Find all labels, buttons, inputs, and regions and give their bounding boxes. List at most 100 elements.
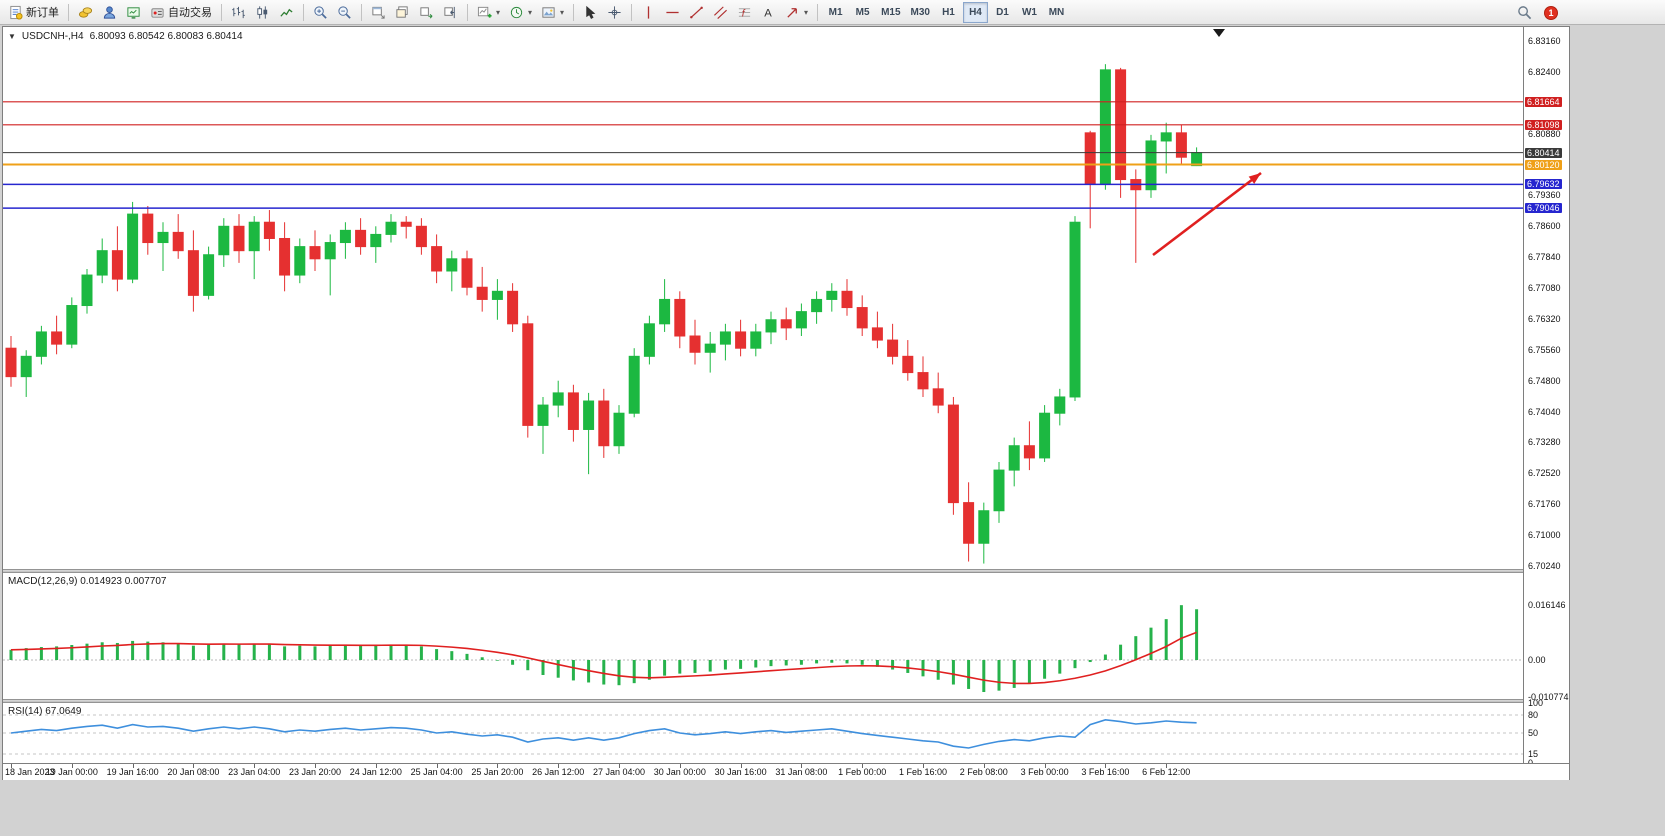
templates-button[interactable]: ▾	[537, 2, 568, 23]
new-order-button[interactable]: 新订单	[4, 2, 63, 23]
timeframe-button-h4[interactable]: H4	[962, 1, 988, 23]
horizontal-lines	[3, 101, 1523, 209]
timeframe-button-d1[interactable]: D1	[990, 2, 1015, 23]
indicators-icon	[477, 6, 492, 18]
axis-label: 6.73280	[1528, 437, 1561, 448]
macd-pane-canvas[interactable]	[3, 573, 1523, 699]
time-tick	[375, 764, 377, 768]
axis-label: 6.79360	[1528, 190, 1561, 201]
auto-scroll-button[interactable]	[415, 2, 438, 23]
arrows-button[interactable]: ▾	[781, 2, 812, 23]
timeframe-button-h1[interactable]: H1	[936, 2, 961, 23]
axis-label: 6.75560	[1528, 344, 1561, 355]
new-chart-icon	[372, 6, 385, 19]
time-label: 26 Jan 12:00	[532, 767, 585, 777]
new-order-label: 新订单	[26, 7, 59, 19]
price-line-tag: 6.80414	[1525, 147, 1562, 158]
zoom-out-icon	[338, 5, 351, 19]
timeframe-button-m1[interactable]: M1	[823, 2, 848, 23]
main-toolbar: 新订单 自动交易 ▾	[0, 0, 1665, 25]
time-tick	[679, 764, 681, 768]
axis-label: 6.77080	[1528, 283, 1561, 294]
axis-label: 100	[1528, 698, 1544, 708]
timeframe-button-m5[interactable]: M5	[850, 2, 875, 23]
price-line-tag: 6.81098	[1525, 119, 1562, 130]
new-chart-button[interactable]	[367, 2, 390, 23]
equidistant-channel-button[interactable]	[709, 2, 732, 23]
periods-button[interactable]: ▾	[505, 2, 536, 23]
price-line-tag: 6.79632	[1525, 179, 1562, 190]
time-tick	[862, 764, 864, 768]
crosshair-button[interactable]	[603, 2, 626, 23]
rsi-indicator-label: RSI(14) 67.0649	[8, 706, 82, 717]
time-label: 25 Jan 04:00	[410, 767, 463, 777]
time-tick	[1166, 764, 1168, 768]
axis-label: 6.78600	[1528, 221, 1561, 232]
notifications-badge[interactable]: 1	[1544, 5, 1558, 20]
dropdown-caret: ▾	[496, 7, 501, 17]
horizontal-line-button[interactable]	[661, 2, 684, 23]
vertical-line-icon	[647, 5, 650, 19]
axis-label: 15	[1528, 749, 1539, 759]
timeframe-button-m15[interactable]: M15	[877, 2, 904, 23]
axis-label: 6.77840	[1528, 252, 1561, 263]
candlestick-chart-button[interactable]	[251, 2, 274, 23]
time-label: 2 Feb 08:00	[959, 767, 1008, 777]
trendline-button[interactable]	[685, 2, 708, 23]
axis-label: 50	[1528, 728, 1539, 738]
navigator-button[interactable]	[98, 2, 121, 23]
chart-shift-button[interactable]	[439, 2, 462, 23]
text-button[interactable]: A	[757, 2, 780, 23]
toolbar-right-tools: 1	[1513, 0, 1558, 25]
vertical-line-button[interactable]	[637, 2, 660, 23]
time-label: 25 Jan 20:00	[471, 767, 524, 777]
time-tick	[1105, 764, 1107, 768]
time-label: 3 Feb 00:00	[1020, 767, 1069, 777]
time-axis[interactable]: 18 Jan 2023 19 Jan 00:00 19 Jan 16:00 20 Ja…	[3, 763, 1569, 780]
search-button[interactable]	[1513, 2, 1536, 23]
profiles-button[interactable]	[391, 2, 414, 23]
crosshair-icon	[608, 5, 621, 19]
bar-chart-icon	[232, 6, 245, 18]
pane-separator[interactable]	[3, 569, 1569, 573]
main-chart-canvas[interactable]	[3, 27, 1523, 569]
axis-label: 6.83160	[1528, 36, 1561, 46]
pane-separator[interactable]	[3, 699, 1569, 703]
axis-label: 6.71000	[1528, 530, 1561, 541]
auto-scroll-icon	[420, 6, 433, 18]
market-watch-button[interactable]	[74, 2, 97, 23]
indicators-button[interactable]: ▾	[473, 2, 504, 23]
timeframe-button-mn[interactable]: MN	[1044, 2, 1069, 23]
auto-trading-button[interactable]: 自动交易	[146, 2, 216, 23]
line-chart-button[interactable]	[275, 2, 298, 23]
chart-menu-arrow-icon[interactable]: ▼	[8, 32, 16, 41]
fibonacci-button[interactable]: f	[733, 2, 756, 23]
time-tick	[1044, 764, 1046, 768]
bar-chart-button[interactable]	[227, 2, 250, 23]
axis-label: 6.70240	[1528, 561, 1561, 571]
timeframe-button-m30[interactable]: M30	[907, 2, 934, 23]
time-label: 20 Jan 08:00	[167, 767, 220, 777]
symbol-period-label: USDCNH-,H4	[21, 31, 84, 42]
time-tick	[71, 764, 73, 768]
rsi-pane-canvas[interactable]	[3, 703, 1523, 763]
gold-coins-icon	[78, 6, 93, 18]
price-axis[interactable]: 6.83160 6.82400 6.80880 6.79360 6.78600 6.778…	[1523, 27, 1569, 768]
time-label: 19 Jan 00:00	[45, 767, 98, 777]
terminal-button[interactable]	[122, 2, 145, 23]
zoom-out-button[interactable]	[333, 2, 356, 23]
axis-label: 6.80880	[1528, 128, 1561, 139]
toolbar-separator	[631, 3, 633, 21]
candles-series	[5, 64, 1203, 564]
axis-label: 6.82400	[1528, 66, 1561, 77]
svg-text:f: f	[742, 8, 746, 19]
time-label: 23 Jan 04:00	[228, 767, 281, 777]
time-tick	[558, 764, 560, 768]
axis-label: 6.76320	[1528, 313, 1561, 324]
trendline-icon	[690, 6, 703, 18]
cursor-button[interactable]	[579, 2, 602, 23]
zoom-in-button[interactable]	[309, 2, 332, 23]
timeframe-button-w1[interactable]: W1	[1017, 2, 1042, 23]
rsi-line	[10, 718, 1197, 749]
price-line-tag: 6.81664	[1525, 96, 1562, 107]
